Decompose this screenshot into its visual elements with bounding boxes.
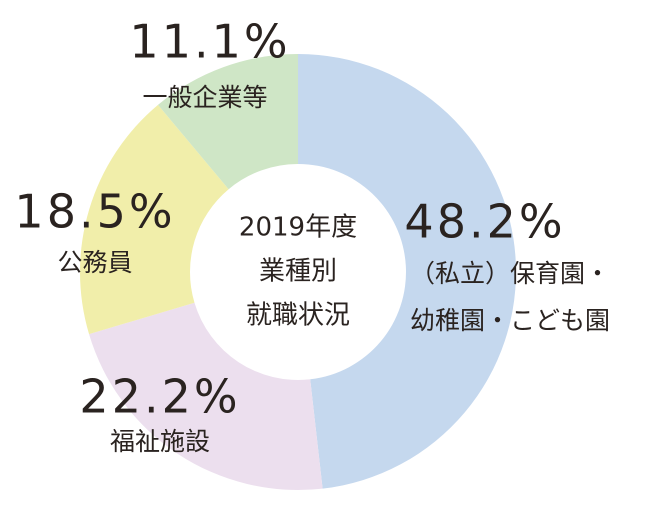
value-label: 22.2% (79, 370, 240, 424)
value-label: 11.1% (129, 15, 290, 69)
donut-slice (89, 302, 323, 490)
donut-slice (80, 104, 229, 335)
chart-title-line: 業種別 (259, 257, 337, 287)
category-label: 公務員 (57, 248, 132, 277)
value-label: 18.5% (14, 185, 175, 239)
donut-slice (157, 54, 298, 190)
category-label: 一般企業等 (142, 83, 267, 112)
value-label: 48.2% (404, 195, 565, 249)
donut-slice (298, 54, 516, 489)
category-label: 福祉施設 (110, 427, 210, 456)
chart-title-line: 2019年度 (239, 213, 357, 243)
chart-title-line: 就職状況 (246, 301, 350, 331)
category-label: （私立）保育園・幼稚園・こども園 (410, 259, 610, 335)
